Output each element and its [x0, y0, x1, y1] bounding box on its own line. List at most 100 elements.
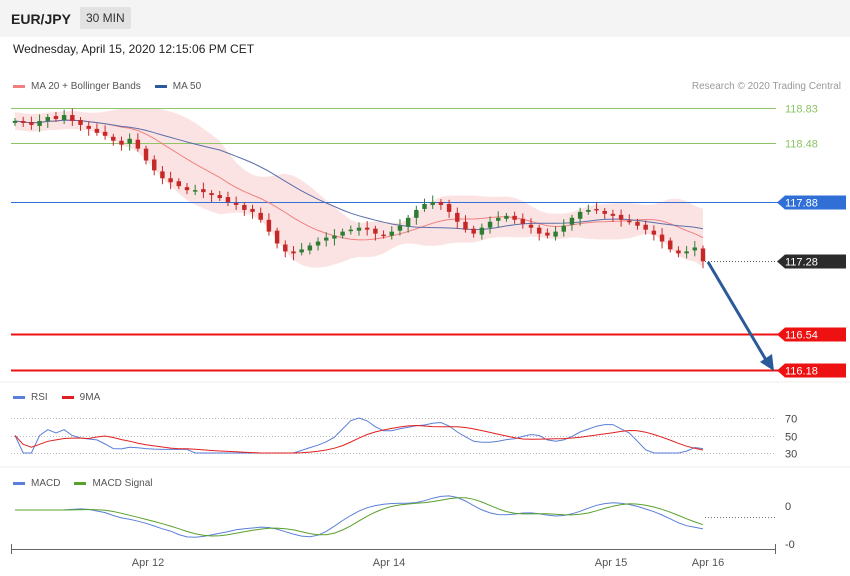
price-level-label: 116.18 [785, 366, 818, 378]
candle-body [274, 230, 280, 244]
macd-panel: 0 -0 [15, 495, 795, 551]
candle-body [250, 208, 255, 212]
candle-body [496, 217, 501, 221]
rsi-line [14, 417, 704, 454]
rsi-level-label: 30 [785, 449, 797, 461]
price-level-label: 116.54 [785, 330, 818, 342]
legend-swatch-macd [13, 482, 25, 485]
candle-body [627, 220, 632, 223]
bollinger-bands [15, 107, 703, 268]
legend-label-ma20: MA 20 + Bollinger Bands [31, 81, 141, 92]
price-level-label: 117.88 [785, 198, 818, 210]
candle-body [364, 227, 370, 230]
price-level-label: 118.83 [785, 104, 818, 116]
candle-body [111, 136, 116, 141]
legend-item-rsi-9ma: 9MA [61, 392, 101, 403]
candle-body [471, 228, 476, 234]
candle-body [668, 240, 673, 250]
candle-body [356, 227, 362, 231]
time-axis: Apr 12 Apr 14 Apr 15 Apr 16 [11, 544, 776, 569]
candle-body [135, 139, 141, 149]
candle-body [184, 187, 190, 191]
ma50-line [14, 119, 704, 231]
candle-body [315, 241, 321, 246]
moving-averages [14, 119, 704, 241]
top-bar: EUR/JPY 30 MIN [0, 0, 850, 37]
candle-body [577, 211, 583, 219]
legend-label-macd-signal: MACD Signal [92, 478, 153, 489]
rsi-level-label: 70 [785, 414, 797, 426]
legend-label-rsi-9ma: 9MA [79, 392, 101, 403]
legend-swatch-macd-signal [74, 482, 87, 485]
candle-body [94, 128, 100, 133]
time-axis-label: Apr 16 [692, 557, 724, 569]
price-level-tag [777, 254, 846, 269]
candle-body [143, 148, 149, 161]
time-axis-label: Apr 14 [373, 557, 405, 569]
candle-body [78, 119, 83, 125]
legend-label-macd: MACD [31, 478, 61, 489]
candle-body [61, 115, 67, 120]
candle-body [553, 231, 558, 237]
legend-swatch-ma20 [13, 85, 25, 88]
candle-body [536, 227, 542, 234]
candle-body [520, 218, 526, 224]
candle-body [618, 214, 624, 220]
rsi-level-label: 50 [785, 432, 797, 444]
candle-body [192, 190, 198, 192]
candle-body [53, 116, 59, 119]
bollinger-band-area [15, 107, 703, 268]
candle-body [127, 138, 132, 144]
legend-swatch-rsi-9ma [61, 396, 74, 399]
candle-body [209, 193, 214, 196]
candle-body [37, 120, 42, 126]
candle-body [586, 209, 591, 212]
candlesticks [12, 108, 706, 269]
candle-body [635, 221, 640, 226]
candle-body [340, 231, 345, 236]
candle-body [684, 251, 689, 254]
candle-body [463, 221, 468, 230]
candle-body [332, 235, 337, 239]
macd-legend: MACD MACD Signal [13, 478, 166, 489]
candle-body [643, 224, 648, 230]
candle-body [422, 203, 427, 209]
price-level-label: 118.48 [785, 139, 818, 151]
candle-body [569, 217, 575, 225]
candle-body [225, 197, 231, 202]
macd-line [15, 495, 704, 538]
time-axis-label: Apr 15 [595, 557, 627, 569]
candle-body [692, 247, 698, 251]
candle-body [528, 224, 534, 228]
candle-body [102, 131, 108, 136]
ma20-line [14, 119, 704, 241]
candle-body [45, 117, 50, 121]
legend-item-ma50: MA 50 [154, 81, 201, 92]
candle-body [176, 181, 182, 187]
candle-body [651, 230, 657, 235]
price-level-tag [777, 363, 846, 378]
candle-body [258, 212, 263, 220]
candle-body [512, 215, 517, 220]
legend-item-macd-signal: MACD Signal [74, 478, 152, 489]
candle-body [561, 225, 566, 232]
macd-signal-line [15, 497, 704, 537]
candle-body [299, 249, 304, 253]
price-level-tag [777, 327, 846, 342]
candle-body [201, 189, 206, 193]
rsi-panel: 70 50 30 [11, 414, 797, 461]
symbol-title: EUR/JPY [11, 11, 71, 27]
price-level-tag [777, 195, 846, 210]
candle-body [405, 217, 411, 227]
candle-body [242, 204, 247, 210]
legend-label-rsi: RSI [31, 392, 48, 403]
forecast-arrow-line [706, 261, 768, 361]
candle-body [397, 225, 403, 231]
candle-body [152, 159, 157, 171]
candle-body [168, 178, 173, 183]
candle-body [430, 202, 435, 205]
candle-body [602, 210, 607, 214]
candle-body [119, 140, 124, 145]
timeframe-badge[interactable]: 30 MIN [80, 7, 131, 29]
